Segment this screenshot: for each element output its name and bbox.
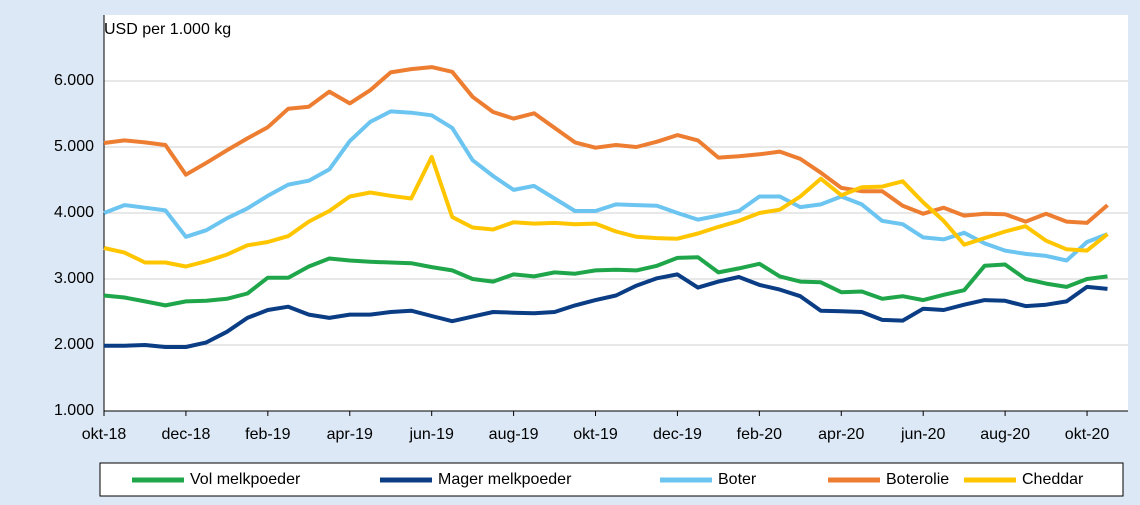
legend-label: Cheddar bbox=[1022, 471, 1084, 488]
x-tick-label: apr-19 bbox=[327, 426, 373, 443]
y-tick-label: 2.000 bbox=[54, 336, 94, 353]
x-tick-label: aug-20 bbox=[980, 426, 1030, 443]
legend-label: Boter bbox=[718, 471, 757, 488]
legend-label: Vol melkpoeder bbox=[190, 471, 301, 488]
series-line bbox=[104, 272, 1108, 349]
x-tick-label: dec-19 bbox=[653, 426, 702, 443]
y-tick-label: 1.000 bbox=[54, 402, 94, 419]
y-tick-label: 5.000 bbox=[54, 138, 94, 155]
x-tick-label: feb-19 bbox=[245, 426, 290, 443]
legend-label: Mager melkpoeder bbox=[438, 471, 572, 488]
x-tick-label: feb-20 bbox=[737, 426, 782, 443]
series-line bbox=[103, 255, 1108, 308]
x-tick-label: aug-19 bbox=[489, 426, 539, 443]
legend-label: Boterolie bbox=[886, 471, 949, 488]
series-line bbox=[103, 154, 1109, 269]
x-tick-label: dec-18 bbox=[161, 426, 210, 443]
y-tick-label: 3.000 bbox=[54, 270, 94, 287]
legend-box bbox=[99, 462, 1124, 497]
x-tick-label: okt-19 bbox=[573, 426, 618, 443]
y-tick-label: 4.000 bbox=[54, 204, 94, 221]
x-tick-label: okt-20 bbox=[1065, 426, 1110, 443]
series-line bbox=[103, 65, 1109, 225]
series-line bbox=[103, 109, 1109, 263]
x-tick-label: okt-18 bbox=[82, 426, 127, 443]
x-tick-label: jun-19 bbox=[408, 426, 454, 443]
y-axis-label: USD per 1.000 kg bbox=[104, 21, 231, 38]
x-tick-label: apr-20 bbox=[818, 426, 864, 443]
x-tick-label: jun-20 bbox=[900, 426, 946, 443]
y-tick-label: 6.000 bbox=[54, 72, 94, 89]
